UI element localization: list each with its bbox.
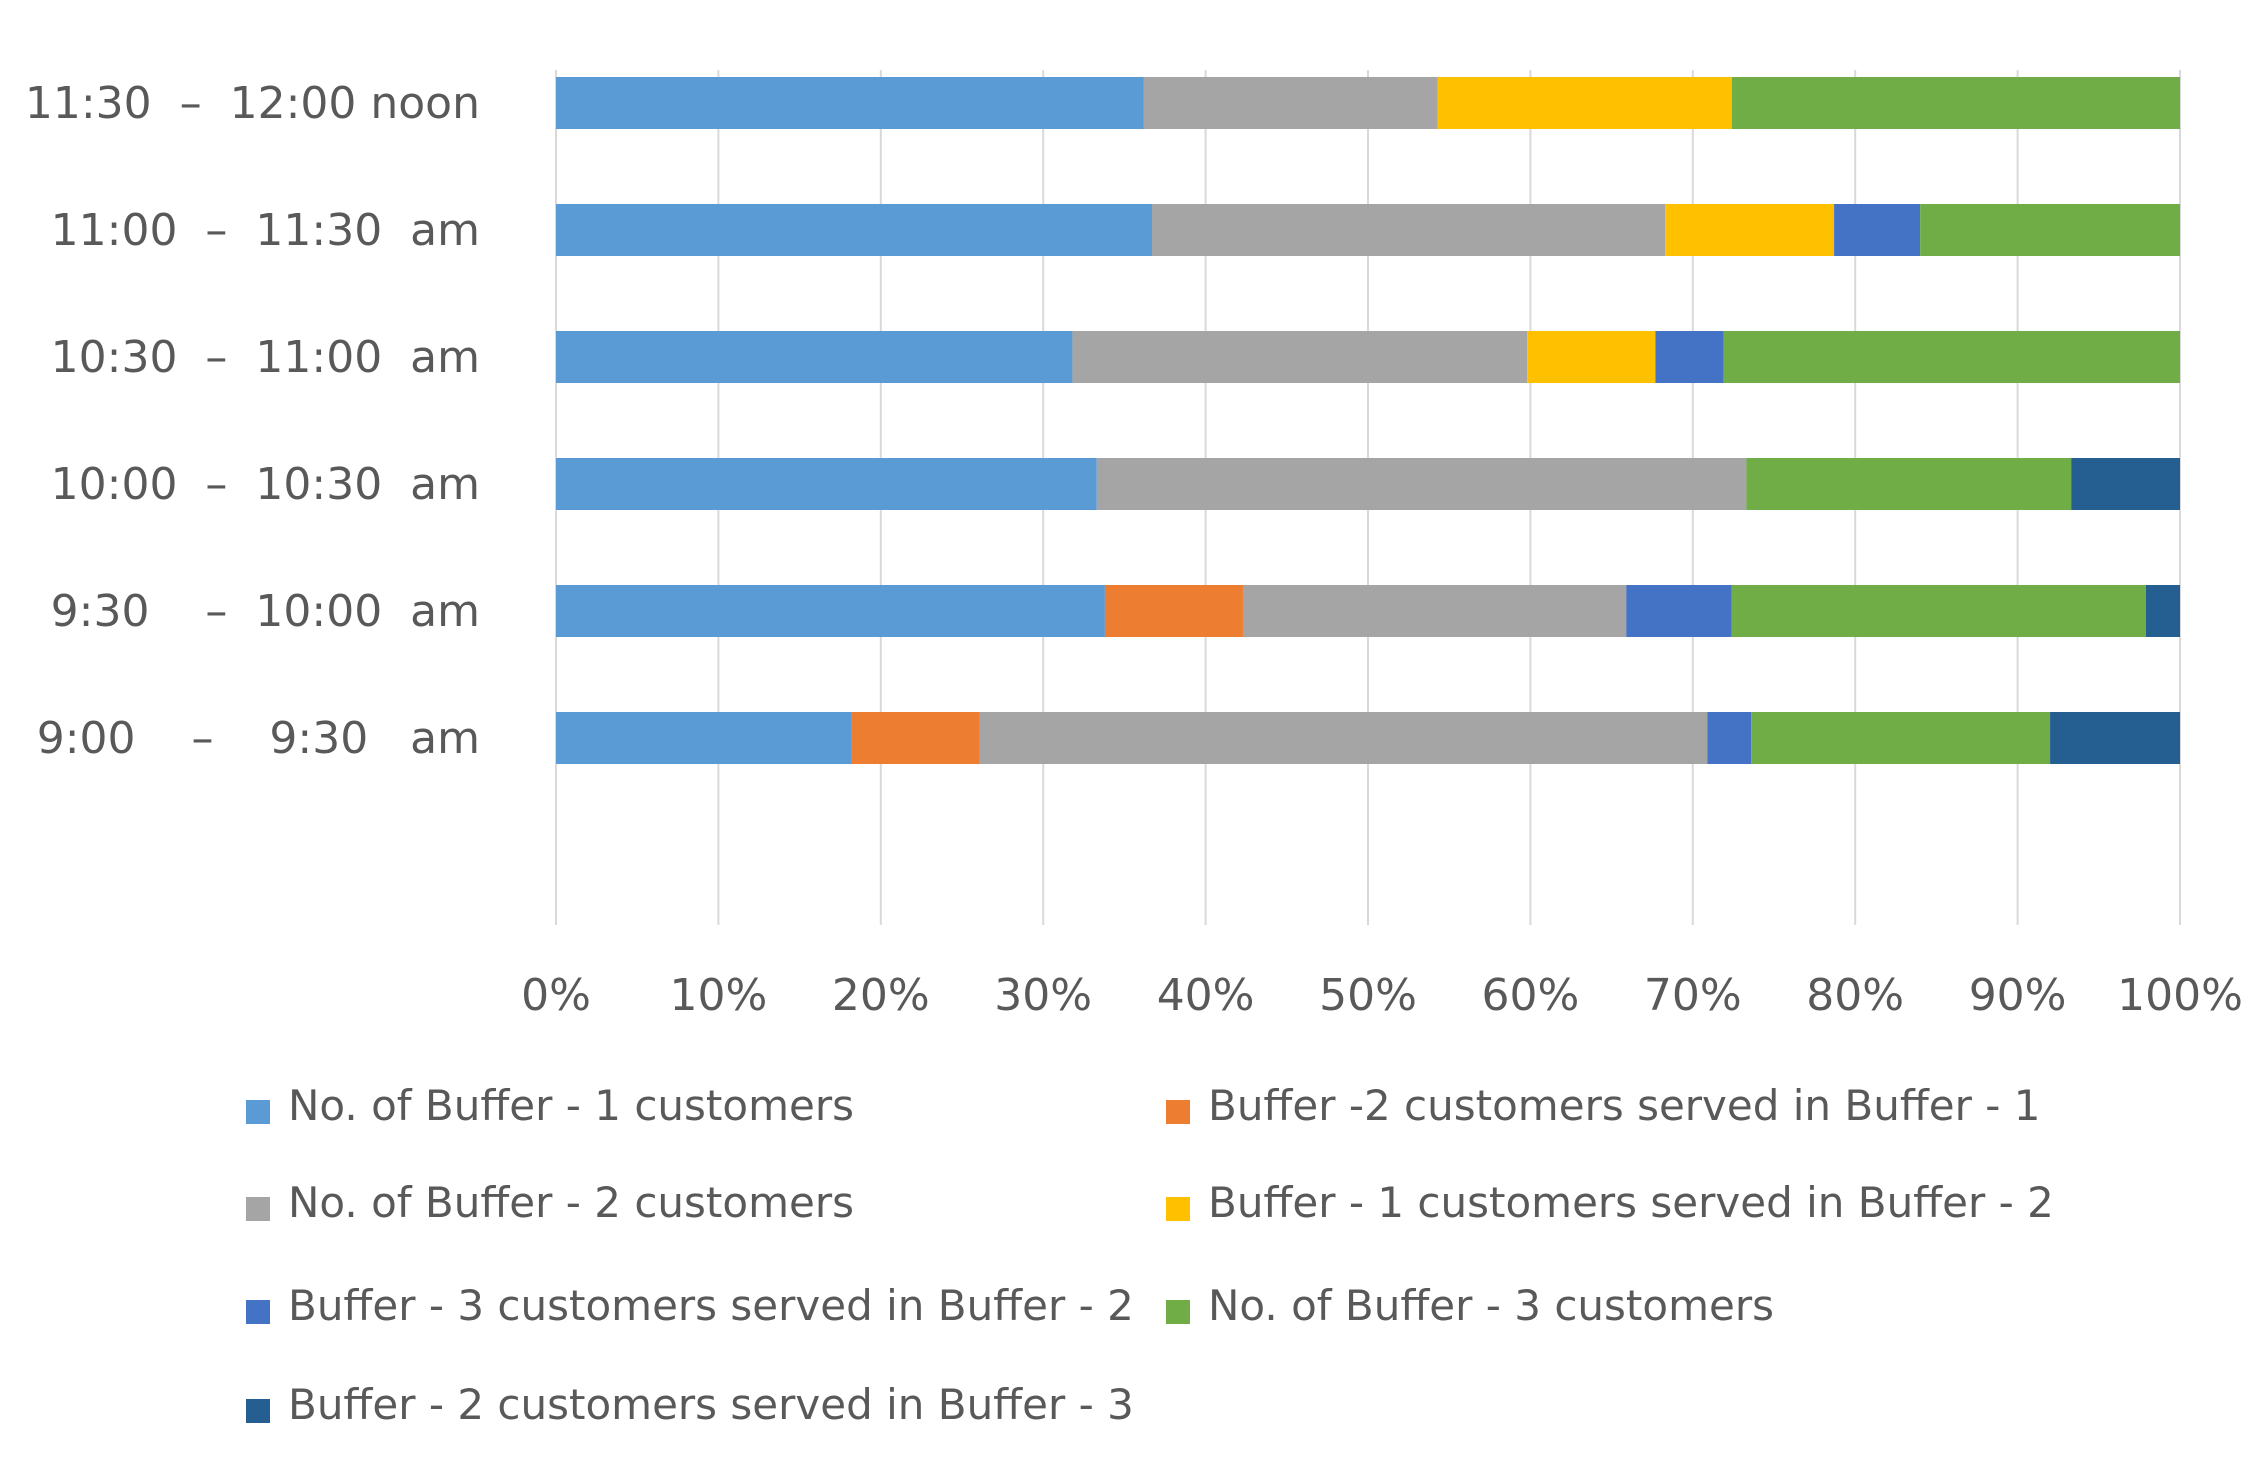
bar-segment: [2050, 712, 2180, 764]
legend-label: Buffer - 1 customers served in Buffer - …: [1208, 1178, 2054, 1227]
bar-segments: [556, 77, 2180, 764]
x-tick-label: 90%: [1969, 970, 2067, 1021]
legend-label: No. of Buffer - 1 customers: [288, 1081, 854, 1130]
bar-segment: [556, 458, 1097, 510]
legend-label: Buffer - 2 customers served in Buffer - …: [288, 1380, 1134, 1429]
category-axis-labels: 11:30 – 12:00 noon 11:00 – 11:30 am 10:30 …: [25, 78, 480, 764]
bar-segment: [1665, 204, 1835, 256]
x-tick-label: 50%: [1319, 970, 1417, 1021]
legend-swatch: [246, 1300, 270, 1324]
bar-segment: [1152, 204, 1666, 256]
legend-label: No. of Buffer - 2 customers: [288, 1178, 854, 1227]
bar-segment: [1723, 331, 2180, 383]
bar-segment: [1751, 712, 2051, 764]
bar-segment: [1143, 77, 1438, 129]
category-label: 9:30 – 10:00 am: [51, 586, 480, 637]
legend-swatch: [246, 1399, 270, 1423]
bar-segment: [556, 77, 1144, 129]
bar-segment: [1626, 585, 1732, 637]
bar-segment: [1072, 331, 1528, 383]
category-label: 10:00 – 10:30 am: [51, 459, 480, 510]
bar-segment: [1746, 458, 2072, 510]
legend-swatch: [246, 1197, 270, 1221]
bar-segment: [1437, 77, 1732, 129]
bar-segment: [556, 585, 1105, 637]
x-tick-label: 80%: [1806, 970, 1904, 1021]
bar-segment: [1707, 712, 1752, 764]
bar-segment: [2145, 585, 2180, 637]
legend-label: Buffer - 3 customers served in Buffer - …: [288, 1281, 1134, 1330]
bar-segment: [1731, 77, 2180, 129]
bar-segment: [1096, 458, 1747, 510]
category-label: 10:30 – 11:00 am: [51, 332, 480, 383]
bar-segment: [1527, 331, 1656, 383]
bar-segment: [556, 712, 852, 764]
category-label: 11:00 – 11:30 am: [51, 205, 480, 256]
x-tick-label: 30%: [994, 970, 1092, 1021]
bar-segment: [1242, 585, 1627, 637]
legend: No. of Buffer - 1 customers Buffer -2 cus…: [246, 1081, 2054, 1429]
x-tick-label: 20%: [832, 970, 930, 1021]
bar-segment: [556, 204, 1153, 256]
x-tick-label: 40%: [1157, 970, 1255, 1021]
bar-segment: [556, 331, 1073, 383]
x-tick-label: 100%: [2117, 970, 2243, 1021]
bar-segment: [851, 712, 980, 764]
legend-swatch: [1166, 1300, 1190, 1324]
bar-segment: [1104, 585, 1243, 637]
x-tick-label: 70%: [1644, 970, 1742, 1021]
bar-segment: [979, 712, 1708, 764]
bar-segment: [1655, 331, 1724, 383]
legend-label: Buffer -2 customers served in Buffer - 1: [1208, 1081, 2040, 1130]
category-label: 9:00 – 9:30 am: [37, 713, 480, 764]
bar-segment: [1731, 585, 2146, 637]
x-tick-label: 60%: [1482, 970, 1580, 1021]
bar-segment: [1920, 204, 2180, 256]
value-axis-tick-labels: 0% 10% 20% 30% 40% 50% 60% 70% 80% 90% 100%: [521, 970, 2243, 1021]
legend-swatch: [1166, 1100, 1190, 1124]
legend-swatch: [1166, 1197, 1190, 1221]
category-label: 11:30 – 12:00 noon: [25, 78, 480, 129]
bar-segment: [2071, 458, 2180, 510]
x-tick-label: 10%: [670, 970, 768, 1021]
x-tick-label: 0%: [521, 970, 591, 1021]
legend-swatch: [246, 1100, 270, 1124]
legend-label: No. of Buffer - 3 customers: [1208, 1281, 1774, 1330]
bar-segment: [1834, 204, 1921, 256]
